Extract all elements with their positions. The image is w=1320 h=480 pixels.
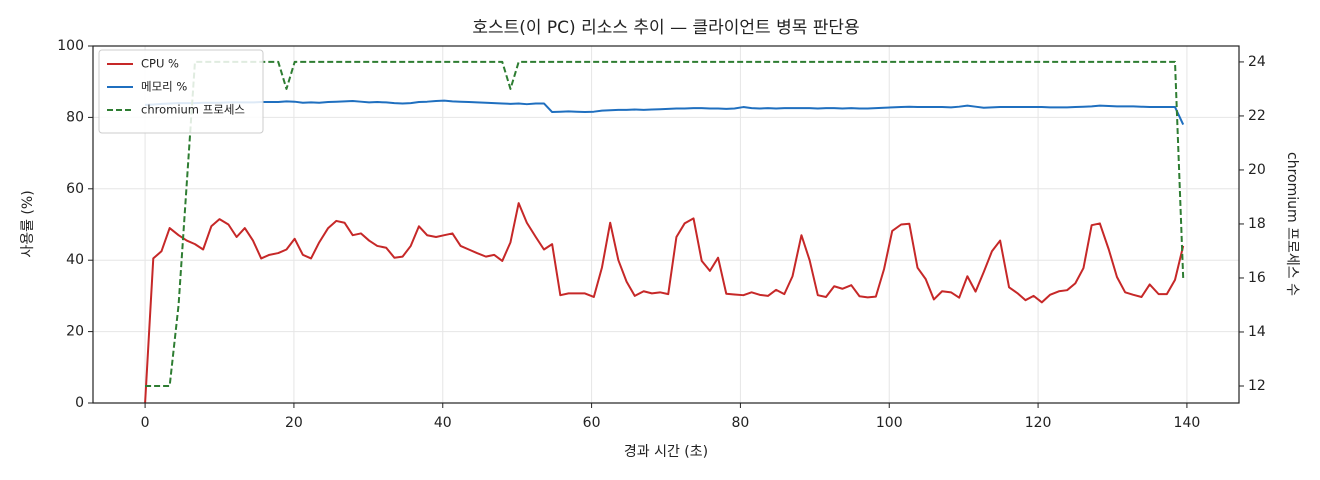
legend-label: 메모리 % — [141, 80, 187, 94]
y-tick-label: 60 — [66, 181, 84, 197]
series-line — [145, 99, 1185, 125]
x-tick-label: 0 — [141, 415, 150, 431]
y2-tick-label: 14 — [1248, 324, 1266, 340]
x-tick-label: 140 — [1174, 415, 1201, 431]
legend-label: chromium 프로세스 — [141, 103, 245, 117]
legend: CPU % 메모리 % chromium 프로세스 — [98, 49, 264, 134]
y2-tick-label: 18 — [1248, 216, 1266, 232]
y-tick-label: 0 — [75, 395, 84, 411]
y2-tick-label: 20 — [1248, 162, 1266, 178]
x-tick-label: 100 — [876, 415, 903, 431]
x-tick-label: 60 — [583, 415, 601, 431]
x-axis-label: 경과 시간 (초) — [624, 444, 708, 460]
y2-tick-label: 24 — [1248, 54, 1266, 70]
y-tick-label: 20 — [66, 324, 84, 340]
y-tick-label: 40 — [66, 252, 84, 268]
y2-tick-label: 12 — [1248, 378, 1266, 394]
y-tick-label: 80 — [66, 109, 84, 125]
y-axis-label: 사용률 (%) — [20, 190, 36, 257]
y2-tick-label: 16 — [1248, 270, 1266, 286]
legend-label: CPU % — [141, 57, 179, 71]
x-tick-label: 120 — [1025, 415, 1052, 431]
y2-tick-label: 22 — [1248, 108, 1266, 124]
plot-frame — [92, 45, 1240, 404]
x-tick-label: 80 — [732, 415, 750, 431]
y2-axis-label: chromium 프로세스 수 — [1284, 152, 1300, 296]
legend-box — [98, 49, 264, 134]
chart-title: 호스트(이 PC) 리소스 추이 — 클라이언트 병목 판단용 — [472, 18, 859, 38]
x-tick-label: 20 — [285, 415, 303, 431]
y-tick-label: 100 — [57, 38, 84, 54]
x-tick-label: 40 — [434, 415, 452, 431]
series-line — [145, 60, 1185, 387]
series-line — [144, 202, 1185, 404]
